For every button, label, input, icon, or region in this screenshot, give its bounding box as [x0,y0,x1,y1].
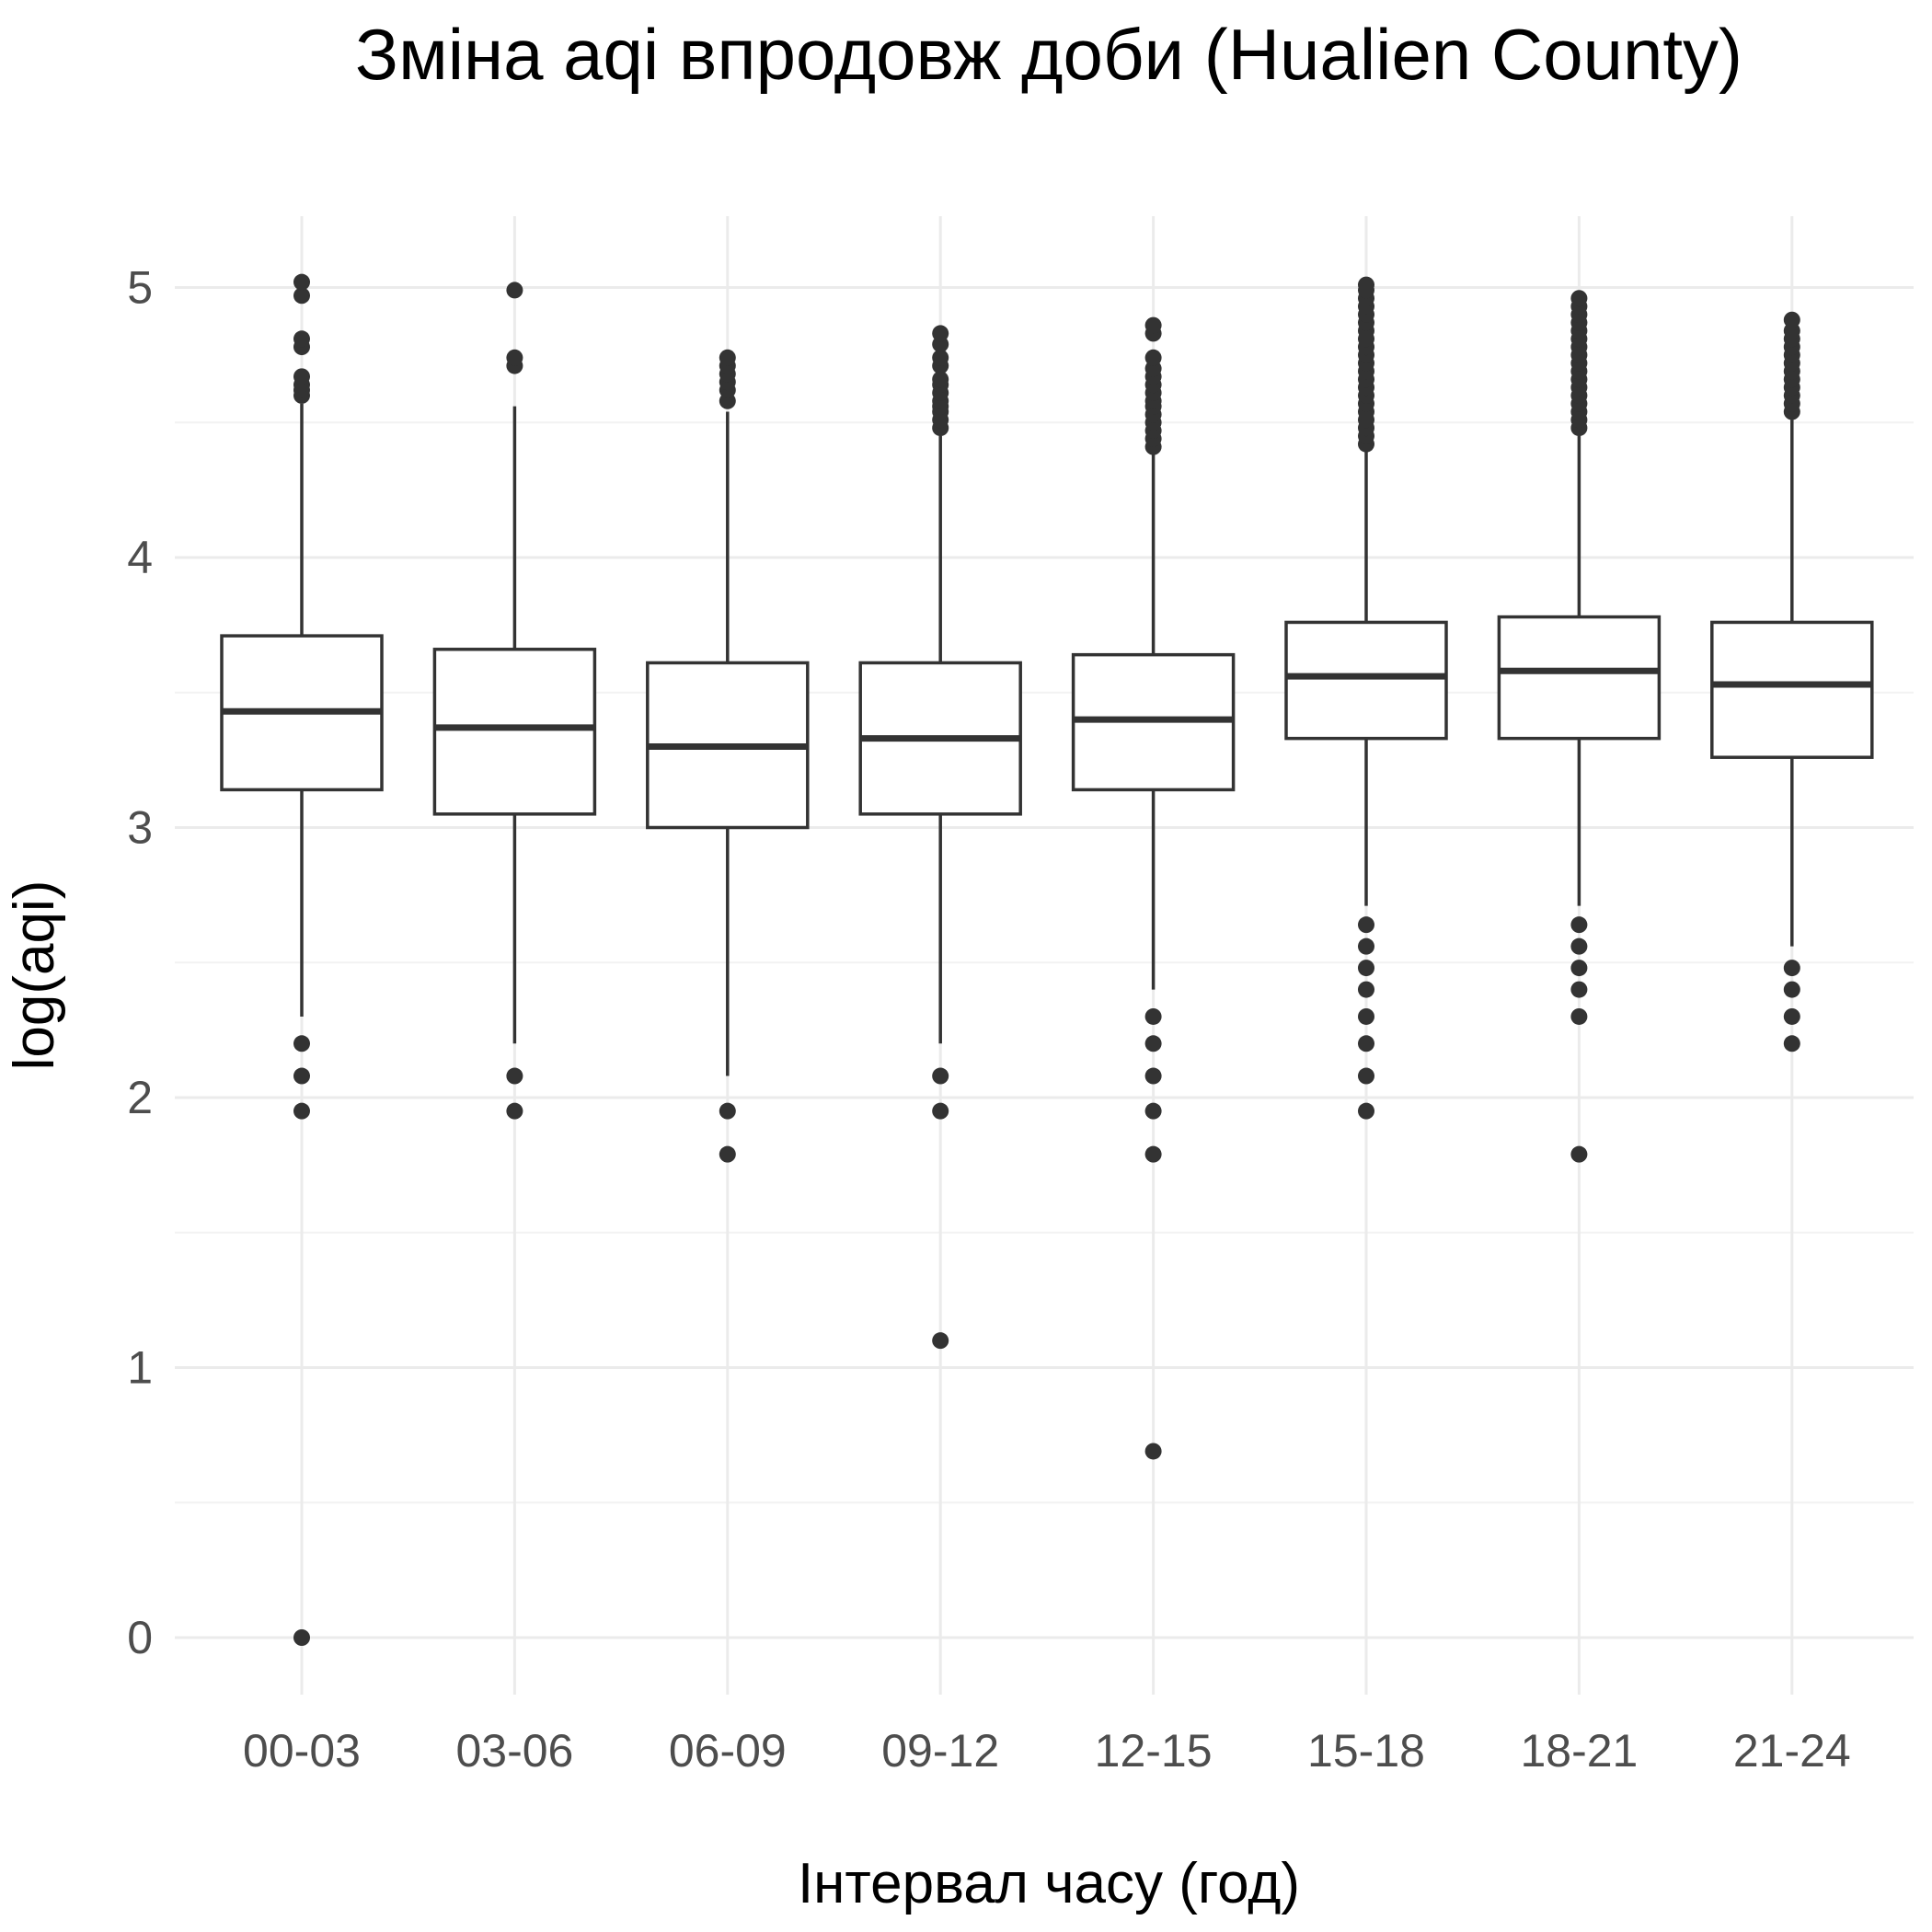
outlier-point [506,1102,523,1120]
x-axis-ticks: 00-03 03-06 06-09 09-12 12-15 15-18 18-21 21-24 [243,1725,1851,1777]
outlier-point [1570,290,1588,307]
outlier-point [1358,916,1374,934]
outlier-point [719,1145,736,1163]
outlier-point [1144,1067,1162,1085]
box-12-15 [1071,454,1236,990]
x-tick-label: 18-21 [1520,1725,1638,1777]
outlier-point [1358,937,1374,955]
y-tick-label: 0 [127,1612,153,1663]
box-21-24 [1710,420,1874,947]
iqr-box [1710,620,1874,759]
outliers-layer [293,273,1800,1646]
outlier-point [1144,1443,1162,1460]
outlier-point [1570,937,1588,955]
outlier-point [1358,1102,1374,1120]
outlier-point [719,1102,736,1120]
box-18-21 [1497,435,1662,906]
outlier-point [932,1067,949,1085]
x-axis-title: Інтервал часу (год) [798,1852,1300,1915]
outlier-point [1358,960,1374,977]
outlier-point [932,349,949,366]
outlier-point [1144,316,1162,334]
outlier-point [1144,1145,1162,1163]
x-tick-label: 12-15 [1095,1725,1213,1777]
outlier-point [1570,916,1588,934]
outlier-point [293,330,310,348]
outlier-point [506,349,523,366]
outlier-point [293,287,310,305]
box-00-03 [220,403,384,1017]
outlier-point [506,282,523,299]
outlier-point [1570,1007,1588,1025]
box-06-09 [646,411,810,1076]
outlier-point [932,325,949,342]
outlier-point [1783,1035,1800,1052]
x-tick-label: 03-06 [455,1725,573,1777]
outlier-point [1358,1007,1374,1025]
y-tick-label: 3 [127,802,153,854]
outlier-point [1570,960,1588,977]
outlier-point [293,368,310,385]
y-axis-title: log(aqi) [3,880,66,1071]
iqr-box [1284,620,1448,741]
outlier-point [1358,981,1374,998]
outlier-point [1144,349,1162,366]
iqr-box [1497,615,1662,741]
outlier-point [932,371,949,388]
chart-title: Зміна aqi впродовж доби (Hualien County) [355,14,1742,95]
x-tick-label: 21-24 [1733,1725,1851,1777]
outlier-point [1358,1067,1374,1085]
outlier-point [932,1102,949,1120]
y-tick-label: 4 [127,532,153,583]
outlier-point [1144,1035,1162,1052]
outlier-point [293,1035,310,1052]
outlier-point [506,1067,523,1085]
y-tick-label: 5 [127,262,153,314]
box-03-06 [432,406,597,1044]
outlier-point [1144,1007,1162,1025]
iqr-box [432,648,597,816]
outlier-point [293,273,310,291]
outlier-point [293,1102,310,1120]
box-15-18 [1284,452,1448,906]
y-tick-label: 1 [127,1342,153,1394]
x-tick-label: 00-03 [243,1725,361,1777]
outlier-point [1570,1145,1588,1163]
x-tick-label: 06-09 [669,1725,787,1777]
outlier-point [932,1332,949,1350]
box-09-12 [858,435,1022,1044]
boxes-layer [220,403,1874,1076]
outlier-point [1358,276,1374,293]
outlier-point [1783,981,1800,998]
y-axis-ticks: 0 1 2 3 4 5 [127,262,153,1664]
outlier-point [1144,1102,1162,1120]
outlier-point [719,349,736,366]
outlier-point [1358,1035,1374,1052]
outlier-point [293,1067,310,1085]
grid [175,216,1914,1695]
outlier-point [1783,1007,1800,1025]
outlier-point [1570,981,1588,998]
outlier-point [1783,311,1800,328]
outlier-point [293,1629,310,1646]
outlier-point [1783,960,1800,977]
x-tick-label: 15-18 [1307,1725,1425,1777]
y-tick-label: 2 [127,1072,153,1123]
x-tick-label: 09-12 [881,1725,999,1777]
